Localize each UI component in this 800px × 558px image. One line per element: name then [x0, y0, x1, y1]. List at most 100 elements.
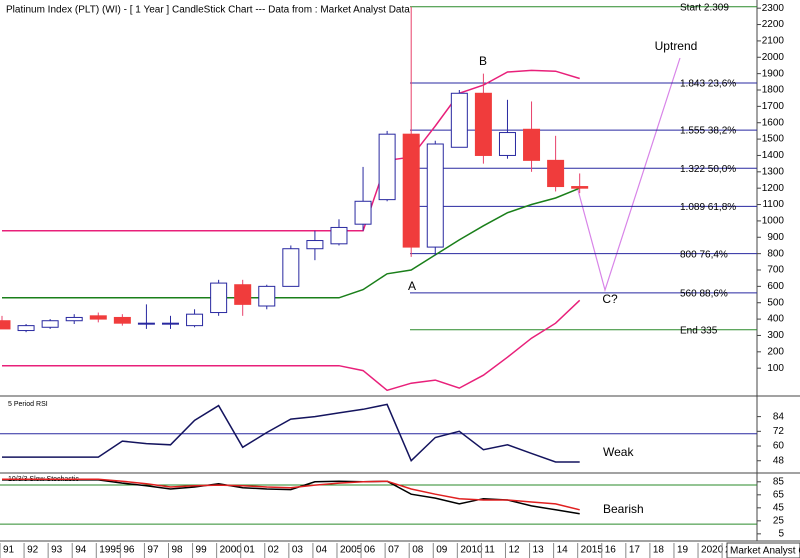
y-tick-label: 100: [767, 363, 784, 374]
fib-label: 1.322 50,0%: [680, 164, 736, 175]
x-tick-label: 16: [605, 545, 617, 556]
fib-label: 800 76,4%: [680, 249, 728, 260]
x-tick-label: 02: [268, 545, 280, 556]
x-tick-label: 07: [388, 545, 400, 556]
x-tick-label: 96: [123, 545, 135, 556]
chart-title: Platinum Index (PLT) (WI) - [ 1 Year ] C…: [6, 5, 410, 16]
y-tick-label: 400: [767, 314, 784, 325]
x-tick-label: 08: [412, 545, 424, 556]
annotation: B: [479, 54, 487, 68]
x-tick-label: 14: [557, 545, 569, 556]
x-tick-label: 13: [533, 545, 545, 556]
candle-body: [186, 313, 204, 327]
y-tick-label: 1600: [762, 117, 785, 128]
y-tick-label: 1500: [762, 134, 785, 145]
y-tick-label: 1800: [762, 85, 785, 96]
x-tick-label: 17: [629, 545, 641, 556]
y-tick-label: 84: [773, 411, 785, 422]
annotation: Bearish: [603, 502, 644, 516]
x-tick-label: 2000: [220, 545, 243, 556]
candle-body: [258, 285, 276, 307]
candle-body: [354, 200, 372, 225]
x-tick-label: 12: [508, 545, 520, 556]
x-tick-label: 01: [244, 545, 256, 556]
candle-body: [571, 186, 589, 189]
x-tick-label: 03: [292, 545, 304, 556]
y-tick-label: 1200: [762, 183, 785, 194]
y-tick-label: 1900: [762, 68, 785, 79]
candle-body: [89, 315, 107, 320]
candle-body: [113, 316, 131, 324]
candle-body: [547, 159, 565, 188]
x-tick-label: 11: [484, 545, 495, 556]
y-tick-label: 25: [773, 515, 785, 526]
y-tick-label: 700: [767, 265, 784, 276]
x-tick-label: 04: [316, 545, 328, 556]
candle-body: [234, 284, 252, 305]
annotation: Weak: [603, 445, 634, 459]
y-tick-label: 300: [767, 330, 784, 341]
x-tick-label: 06: [364, 545, 376, 556]
y-tick-label: 1000: [762, 216, 785, 227]
y-tick-label: 65: [773, 489, 785, 500]
fib-label: Start 2.309: [680, 2, 729, 13]
fib-label: 1.089 61,8%: [680, 202, 736, 213]
x-tick-label: 1995: [99, 545, 122, 556]
x-tick-label: 2005: [340, 545, 363, 556]
y-tick-label: 2100: [762, 36, 785, 47]
y-tick-label: 1700: [762, 101, 785, 112]
y-tick-label: 48: [773, 455, 785, 466]
x-tick-label: 18: [653, 545, 665, 556]
projection-line: [577, 57, 681, 293]
indicator-line: [2, 187, 580, 299]
fib-label: 1.555 38,2%: [680, 126, 736, 137]
x-tick-label: 19: [677, 545, 689, 556]
candle-body: [402, 133, 420, 248]
candle-body: [137, 322, 155, 325]
x-tick-label: 09: [436, 545, 448, 556]
indicator-line: [2, 478, 580, 511]
candle-body: [306, 240, 324, 250]
annotation: C?: [602, 292, 618, 306]
y-tick-label: 900: [767, 232, 784, 243]
candle-body: [41, 320, 59, 328]
fib-label: 560 88,6%: [680, 289, 728, 300]
candle-body: [282, 248, 300, 287]
y-tick-label: 2000: [762, 52, 785, 63]
y-tick-label: 1100: [762, 199, 784, 210]
candle-body: [426, 143, 444, 248]
y-tick-label: 1300: [762, 166, 785, 177]
x-tick-label: 94: [75, 545, 87, 556]
x-tick-label: 2010: [460, 545, 483, 556]
y-tick-label: 85: [773, 476, 785, 487]
rsi-title: 5 Period RSI: [8, 401, 48, 408]
fib-label: 1.843 23,6%: [680, 79, 736, 90]
x-tick-label: 99: [196, 545, 208, 556]
indicator-line: [2, 403, 580, 463]
candle-body: [17, 325, 35, 332]
y-tick-label: 1400: [762, 150, 785, 161]
y-tick-label: 500: [767, 297, 784, 308]
candle-body: [450, 92, 468, 148]
candle-body: [65, 316, 83, 322]
y-tick-label: 60: [773, 441, 785, 452]
indicator-line: [2, 299, 581, 392]
y-tick-label: 45: [773, 502, 785, 513]
footer-box: [726, 542, 800, 558]
x-tick-label: 97: [147, 545, 159, 556]
annotation: Uptrend: [655, 39, 698, 53]
candle-body: [474, 92, 492, 156]
x-tick-label: 91: [3, 545, 15, 556]
candle-body: [378, 133, 396, 201]
y-tick-label: 200: [767, 346, 784, 357]
candle-body: [210, 282, 228, 314]
candle-body: [161, 322, 179, 325]
annotation: A: [408, 279, 416, 293]
x-tick-label: 93: [51, 545, 63, 556]
x-tick-label: 92: [27, 545, 39, 556]
y-tick-label: 2200: [762, 19, 785, 30]
y-tick-label: 5: [778, 528, 784, 539]
candle-body: [0, 320, 11, 330]
